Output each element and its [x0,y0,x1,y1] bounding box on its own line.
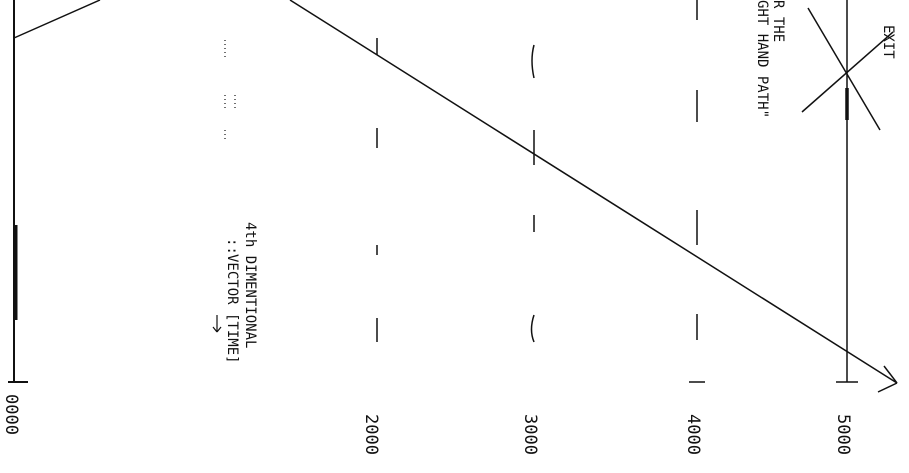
axis-label-5000: 5000 [833,414,853,455]
arrowhead-icon [877,365,898,393]
dimension-label-line2: VECTOR [TIME] [224,254,240,364]
exit-cross-icon [801,7,894,131]
dashed-line-3000 [530,44,535,343]
dimension-dots: :: [224,238,240,255]
axis-label-0000: 0000 [1,394,21,435]
dimension-label-line1: 4th DIMENTIONAL [242,222,258,348]
dashed-line-4000 [689,0,705,383]
axis-label-2000: 2000 [361,414,381,455]
axis-label-3000: 3000 [520,414,540,455]
path-label-line1: R THE [770,0,786,42]
dotted-column [224,40,236,140]
time-vector-line [289,0,898,384]
axis-label-4000: 4000 [683,414,703,455]
vector-arrow-icon [212,315,222,333]
exit-label: EXIT [880,25,896,59]
path-label-line2: GHT HAND PATH" [754,0,770,118]
short-diagonal [13,0,101,39]
